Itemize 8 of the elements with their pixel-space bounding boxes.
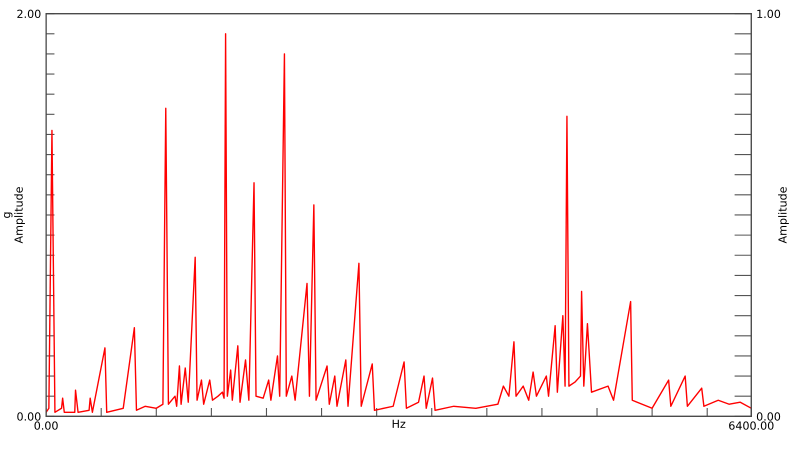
x-axis-title: Hz (392, 420, 406, 428)
y-axis-title: g Amplitude (4, 187, 25, 244)
y2-axis-title: Amplitude (778, 187, 789, 244)
line-series (46, 33, 752, 413)
y2-tick-label: 0.00 (756, 412, 780, 421)
y2-tick-label: 1.00 (757, 10, 780, 18)
y-tick-label: 2.00 (17, 10, 41, 18)
x-tick-label: 6400.00 (729, 421, 774, 430)
